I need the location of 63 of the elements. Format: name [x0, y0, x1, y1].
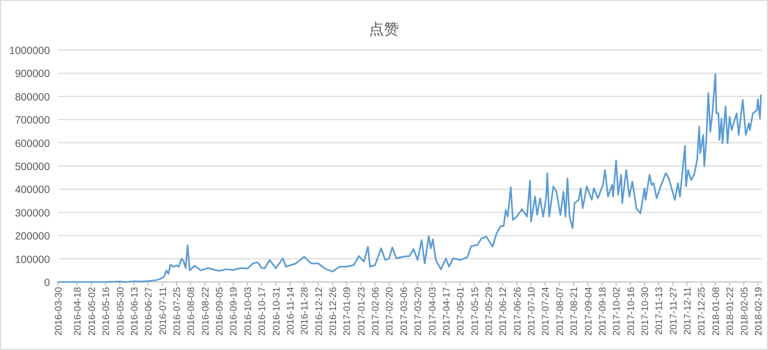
x-tick-label: 2017-03-20	[413, 287, 424, 336]
x-tick-label: 2018-02-05	[739, 287, 750, 336]
x-tick-label: 2017-05-15	[470, 287, 481, 336]
x-tick-label: 2016-06-13	[129, 287, 140, 336]
x-tick-label: 2017-06-12	[498, 287, 510, 336]
x-tick-label: 2016-05-30	[115, 287, 126, 336]
y-tick-label: 500000	[14, 161, 50, 173]
y-tick-label: 800000	[14, 91, 50, 104]
x-tick-label: 2016-11-28	[300, 287, 311, 335]
x-tick-label: 2016-07-25	[172, 287, 184, 336]
x-tick-label: 2016-04-18	[72, 287, 84, 336]
x-tick-label: 2017-04-17	[441, 287, 452, 336]
x-tick-label: 2016-06-27	[144, 287, 155, 336]
x-tick-label: 2017-06-26	[512, 287, 524, 336]
y-tick-label: 100000	[14, 254, 50, 266]
x-tick-label: 2016-10-31	[271, 287, 282, 336]
x-tick-label: 2017-09-04	[583, 287, 594, 336]
y-tick-label: 200000	[14, 230, 50, 243]
x-tick-label: 2017-10-30	[640, 287, 651, 336]
x-tick-label: 2018-01-08	[710, 287, 722, 336]
x-tick-label: 2017-02-20	[384, 287, 396, 336]
x-tick-label: 2016-08-22	[200, 287, 212, 336]
x-tick-label: 2016-12-12	[314, 287, 325, 336]
x-tick-label: 2016-09-19	[228, 287, 240, 336]
x-tick-label: 2017-12-25	[696, 287, 708, 336]
x-tick-label: 2017-08-07	[554, 287, 566, 336]
y-tick-label: 300000	[14, 207, 50, 220]
x-tick-label: 2017-03-06	[398, 287, 410, 336]
x-tick-label: 2016-10-17	[257, 287, 268, 336]
x-tick-label: 2016-11-14	[285, 287, 296, 335]
x-tick-label: 2016-12-26	[328, 287, 340, 336]
x-tick-label: 2017-10-16	[626, 287, 637, 336]
x-tick-label: 2017-09-18	[597, 287, 608, 336]
x-tick-label: 2017-11-27	[668, 287, 680, 335]
y-tick-label: 700000	[14, 114, 50, 127]
line-series	[57, 72, 762, 283]
x-tick-label: 2016-05-02	[86, 287, 98, 336]
x-tick-label: 2017-10-02	[612, 287, 623, 336]
x-tick-label: 2016-03-30	[54, 287, 64, 336]
x-tick-label: 2017-01-23	[356, 287, 368, 336]
chart-title: 点赞	[369, 21, 399, 38]
y-tick-label: 1000000	[9, 45, 50, 57]
x-tick-label: 2017-02-06	[370, 287, 382, 336]
x-tick-label: 2018-01-22	[725, 287, 736, 336]
x-tick-label: 2017-05-29	[484, 287, 496, 336]
x-tick-label: 2016-10-03	[242, 287, 254, 336]
x-tick-label: 2016-09-05	[214, 287, 226, 336]
y-tick-label: 600000	[14, 138, 50, 150]
x-tick-label: 2016-05-16	[101, 287, 112, 336]
y-tick-label: 400000	[14, 184, 50, 196]
x-tick-label: 2017-08-21	[569, 287, 580, 336]
x-tick-label: 2016-07-11	[158, 287, 169, 335]
x-tick-label: 2017-04-03	[427, 287, 438, 336]
x-tick-label: 2017-11-13	[654, 287, 666, 335]
x-tick-label: 2017-07-24	[540, 287, 552, 336]
x-tick-label: 2017-12-11	[682, 287, 694, 335]
x-tick-label: 2017-05-01	[456, 287, 467, 336]
x-tick-label: 2018-02-19	[753, 287, 764, 336]
x-tick-label: 2016-08-08	[186, 287, 198, 336]
y-tick-label: 900000	[14, 68, 50, 80]
x-tick-label: 2017-07-10	[526, 287, 538, 336]
x-tick-label: 2017-01-09	[342, 287, 354, 336]
y-tick-label: 0	[44, 277, 50, 289]
